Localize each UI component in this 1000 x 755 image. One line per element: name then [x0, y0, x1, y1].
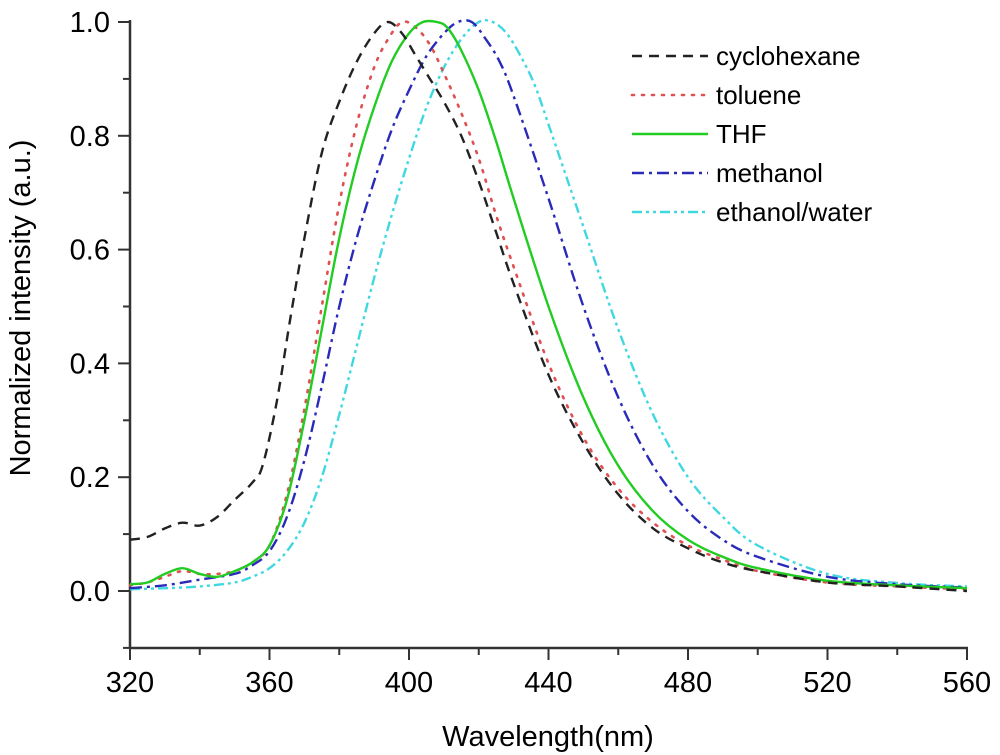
x-tick-label: 320 — [106, 667, 154, 699]
x-tick-label: 520 — [803, 667, 851, 699]
series-line-cyclohexane — [129, 20, 968, 593]
x-tick-label: 480 — [664, 667, 712, 699]
y-tick-label: 0.4 — [70, 348, 110, 380]
axes — [118, 20, 968, 660]
y-axis-title: Normalized intensity (a.u.) — [5, 140, 37, 477]
x-tick-label: 440 — [524, 667, 572, 699]
legend-label-ethanol-water: ethanol/water — [716, 197, 872, 227]
series-layer — [128, 19, 969, 593]
y-tick-label: 0.0 — [70, 576, 110, 608]
x-tick-label: 400 — [385, 667, 433, 699]
y-tick-label: 0.2 — [70, 462, 110, 494]
y-tick-label: 1.0 — [70, 7, 110, 39]
x-tick-label: 360 — [245, 667, 293, 699]
y-tick-label: 0.6 — [70, 235, 110, 267]
x-tick-label: 560 — [943, 667, 991, 699]
tick-labels: 0.0 0.2 0.4 0.6 0.8 1.0 320 360 400 440 480 520 560 — [70, 7, 992, 699]
legend-label-cyclohexane: cyclohexane — [716, 41, 861, 71]
legend-label-thf: THF — [716, 119, 767, 149]
legend: cyclohexane toluene THF methanol ethanol/wat… — [630, 41, 872, 227]
x-axis-title: Wavelength(nm) — [442, 721, 654, 753]
legend-label-methanol: methanol — [716, 158, 823, 188]
series-line-ethanol-water — [129, 19, 968, 591]
y-tick-label: 0.8 — [70, 121, 110, 153]
series-line-thf — [129, 19, 968, 590]
legend-label-toluene: toluene — [716, 80, 801, 110]
series-line-toluene — [128, 20, 969, 591]
series-line-methanol — [129, 19, 968, 590]
